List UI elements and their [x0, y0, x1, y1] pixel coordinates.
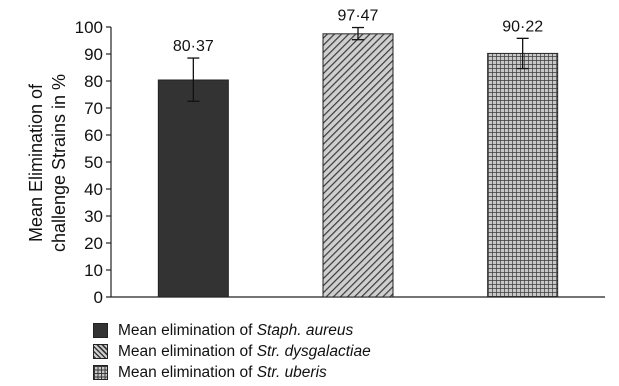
legend-label: Mean elimination of Staph. aureus	[118, 321, 354, 339]
legend-item: Mean elimination of Str. dysgalactiae	[93, 341, 371, 362]
y-tick-label: 0	[94, 288, 103, 307]
y-tick-label: 50	[84, 153, 103, 172]
y-tick-label: 40	[84, 180, 103, 199]
y-axis-title: Mean Elimination of challenge Strains in…	[26, 74, 69, 252]
data-label: 97·47	[338, 8, 379, 25]
y-tick-label: 30	[84, 207, 103, 226]
bars: 80·37 97·47 90·22	[157, 8, 559, 298]
bar	[487, 52, 559, 298]
legend-item: Mean elimination of Staph. aureus	[93, 320, 371, 341]
bar	[157, 79, 229, 298]
y-tick-label: 80	[84, 72, 103, 91]
bar	[322, 33, 394, 298]
data-label: 90·22	[502, 18, 543, 35]
legend-swatch	[93, 344, 108, 359]
legend-label: Mean elimination of Str. uberis	[118, 363, 327, 381]
legend: Mean elimination of Staph. aureus Mean el…	[93, 320, 371, 383]
axes: 0 10 20 30 40 50 60 70 80 90 100	[75, 18, 605, 307]
data-label: 80·37	[173, 38, 214, 55]
y-tick-label: 20	[84, 234, 103, 253]
y-tick-label: 70	[84, 99, 103, 118]
legend-item: Mean elimination of Str. uberis	[93, 362, 371, 383]
legend-label: Mean elimination of Str. dysgalactiae	[118, 342, 371, 360]
y-tick-label: 60	[84, 126, 103, 145]
bar-chart: Mean Elimination of challenge Strains in…	[26, 8, 605, 307]
y-axis-title-line-1: Mean Elimination of	[26, 83, 46, 242]
y-tick-label: 90	[84, 45, 103, 64]
legend-swatch	[93, 365, 108, 380]
legend-swatch	[93, 323, 108, 338]
y-axis-title-line-2: challenge Strains in %	[49, 74, 69, 252]
y-tick-label: 10	[84, 261, 103, 280]
y-tick-label: 100	[75, 18, 103, 37]
